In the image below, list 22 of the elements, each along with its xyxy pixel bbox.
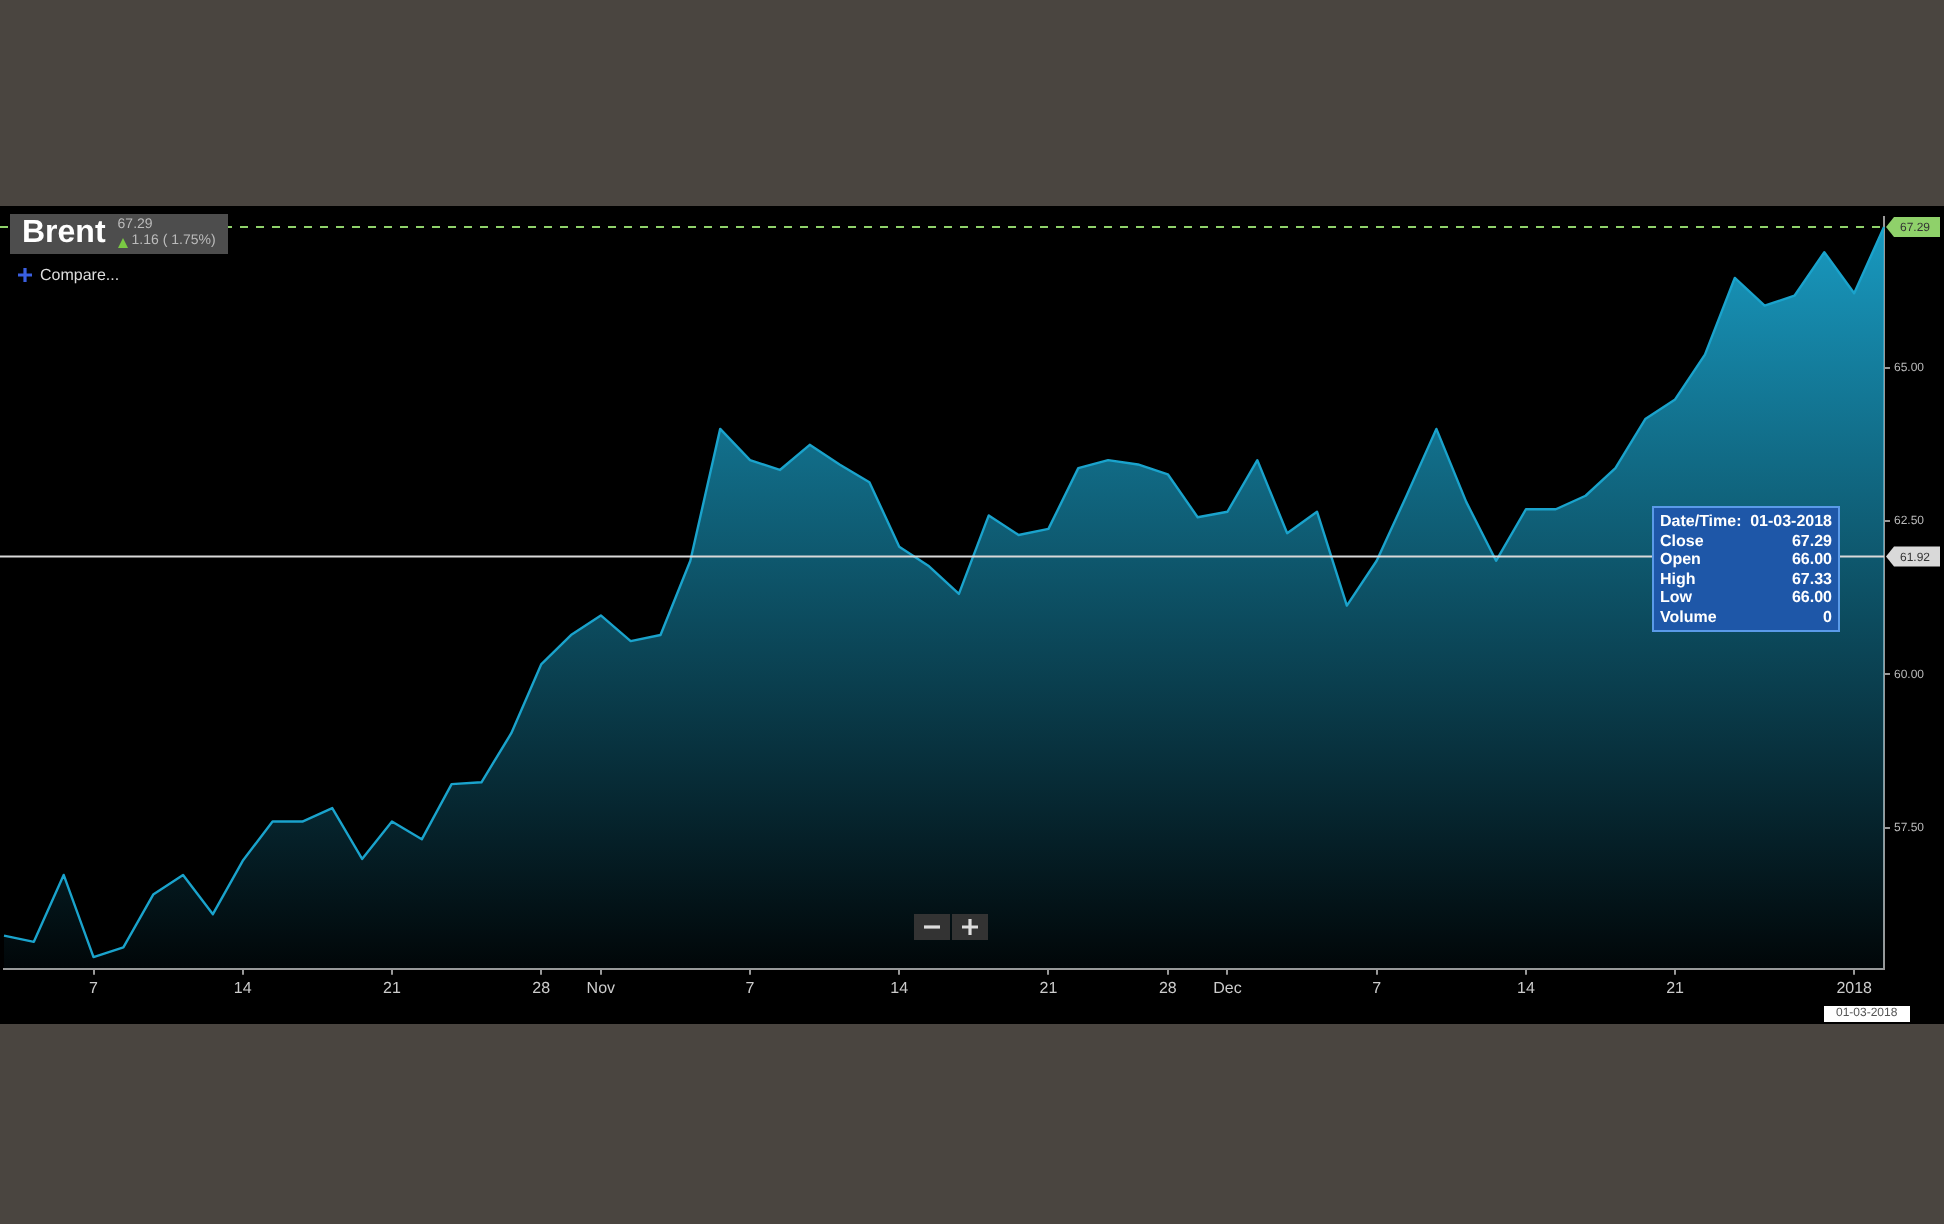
x-tick-label: 14: [1517, 978, 1536, 997]
x-tick-label: 7: [89, 978, 100, 997]
x-tick-label: Dec: [1213, 978, 1242, 997]
x-tick-label: 21: [1666, 978, 1686, 997]
annotation: Compare...: [40, 266, 120, 284]
x-tick-label: 2018: [1836, 978, 1874, 997]
x-tick-label: 14: [890, 978, 910, 997]
text: Volume 0: [1660, 607, 1832, 625]
text: Low 66.00: [1660, 588, 1832, 606]
text: High 67.33: [1660, 569, 1832, 587]
x-tick-label: 7: [1372, 978, 1383, 997]
x-tick-label: 28: [1158, 978, 1178, 997]
x-tick-label: 21: [1039, 978, 1059, 997]
x-tick-label: 21: [383, 978, 402, 997]
chart-title: Brent: [22, 216, 106, 252]
x-tick-label: 28: [532, 978, 552, 997]
annotation: Date/Time: 01-03-2018: [1660, 512, 1832, 531]
text: Close 67.29: [1660, 531, 1832, 549]
x-tick-label: 14: [233, 978, 253, 997]
text: Open 66.00: [1660, 550, 1832, 568]
x-tick-label: Nov: [586, 978, 616, 997]
x-tick-label: 7: [745, 978, 756, 997]
